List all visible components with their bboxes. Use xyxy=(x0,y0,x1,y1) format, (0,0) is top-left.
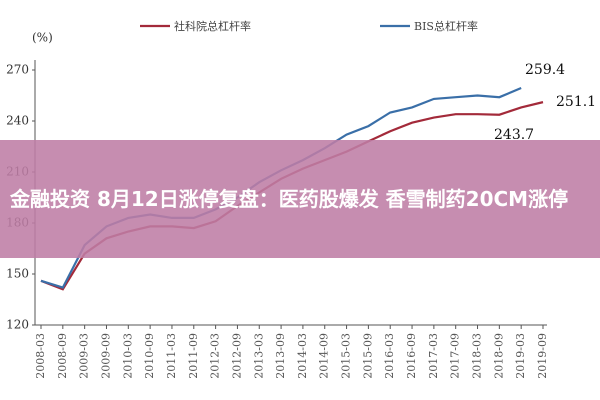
x-tick-label: 2008-09 xyxy=(56,333,69,379)
annotation: 259.4 xyxy=(525,62,565,78)
legend-label: BIS总杠杆率 xyxy=(414,19,478,33)
x-tick-label: 2010-03 xyxy=(121,333,134,379)
x-tick-label: 2018-03 xyxy=(471,333,484,379)
x-tick-label: 2014-09 xyxy=(318,333,331,379)
x-tick-label: 2015-09 xyxy=(361,333,374,379)
unit-label: (%) xyxy=(32,31,53,45)
x-tick-label: 2013-03 xyxy=(252,333,265,379)
x-tick-label: 2017-09 xyxy=(449,333,462,379)
x-tick-label: 2012-03 xyxy=(209,333,222,379)
x-tick-label: 2019-09 xyxy=(536,333,549,379)
x-tick-label: 2015-03 xyxy=(340,333,353,379)
x-tick-label: 2009-09 xyxy=(99,333,112,379)
y-tick-label: 150 xyxy=(6,267,29,281)
x-tick-label: 2019-03 xyxy=(514,333,527,379)
y-tick-label: 240 xyxy=(6,114,29,128)
x-tick-label: 2016-03 xyxy=(383,333,396,379)
x-tick-label: 2013-09 xyxy=(274,333,287,379)
annotation: 251.1 xyxy=(556,94,596,110)
x-tick-label: 2009-03 xyxy=(78,333,91,379)
x-tick-label: 2011-09 xyxy=(187,333,200,379)
x-tick-label: 2010-09 xyxy=(143,333,156,379)
y-tick-label: 120 xyxy=(6,318,29,332)
x-tick-label: 2012-09 xyxy=(230,333,243,379)
x-tick-label: 2018-09 xyxy=(492,333,505,379)
x-tick-label: 2016-09 xyxy=(405,333,418,379)
annotation: 243.7 xyxy=(494,127,534,143)
news-banner[interactable]: 金融投资 8月12日涨停复盘：医药股爆发 香雪制药20CM涨停 xyxy=(0,140,600,258)
banner-title[interactable]: 金融投资 8月12日涨停复盘：医药股爆发 香雪制药20CM涨停 xyxy=(10,187,569,211)
x-tick-label: 2008-03 xyxy=(34,333,47,379)
legend-label: 社科院总杠杆率 xyxy=(174,19,251,33)
y-tick-label: 270 xyxy=(6,63,29,77)
x-tick-label: 2017-03 xyxy=(427,333,440,379)
x-tick-label: 2011-03 xyxy=(165,333,178,379)
x-tick-label: 2014-03 xyxy=(296,333,309,379)
